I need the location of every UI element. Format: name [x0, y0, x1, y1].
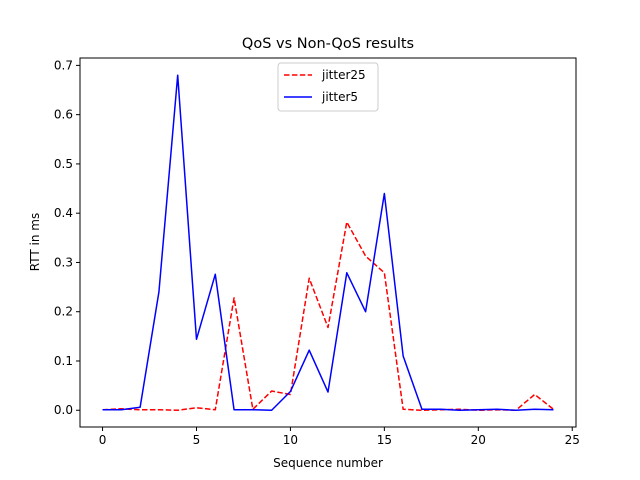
x-tick-label: 20 — [471, 433, 486, 447]
axes-frame — [79, 57, 577, 428]
x-tick-label: 10 — [283, 433, 298, 447]
x-tick-label: 15 — [377, 433, 392, 447]
legend-label-jitter5: jitter5 — [321, 90, 358, 104]
plot-area: 0 5 10 15 20 25 0.0 0.1 0.2 0.3 0.4 0.5 0.6 0.7 — [54, 57, 580, 447]
x-tick-label: 25 — [565, 433, 580, 447]
y-tick-label: 0.0 — [54, 403, 73, 417]
legend-label-jitter25: jitter25 — [321, 68, 366, 82]
x-tick-label: 5 — [193, 433, 201, 447]
y-tick-label: 0.1 — [54, 354, 73, 368]
y-tick-label: 0.7 — [54, 58, 73, 72]
y-tick-label: 0.3 — [54, 255, 73, 269]
series-line-jitter25 — [102, 221, 554, 411]
legend: jitter25 jitter5 — [277, 62, 379, 112]
y-axis-label: RTT in ms — [28, 213, 42, 271]
series-line-jitter5 — [102, 74, 554, 411]
y-tick-label: 0.2 — [54, 305, 73, 319]
x-tick-label: 0 — [99, 433, 107, 447]
y-tick-label: 0.6 — [54, 108, 73, 122]
y-tick-label: 0.4 — [54, 206, 73, 220]
y-tick-label: 0.5 — [54, 157, 73, 171]
chart-title: QoS vs Non-QoS results — [242, 36, 414, 52]
x-axis-label: Sequence number — [273, 456, 383, 470]
